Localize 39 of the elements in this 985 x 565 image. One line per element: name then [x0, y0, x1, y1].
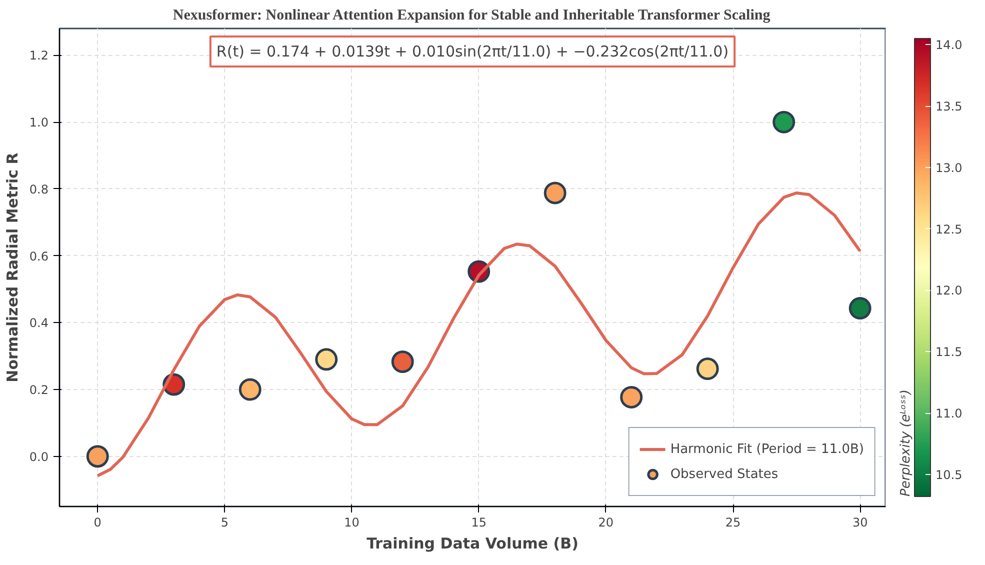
- color-bar-label: 13.5: [936, 100, 962, 114]
- point: [620, 386, 643, 408]
- point: [848, 297, 872, 320]
- color-bar-label: 10.5: [936, 468, 962, 482]
- x-tick-label: 0: [94, 516, 102, 530]
- y-tick-label: 1.0: [29, 116, 49, 130]
- point: [315, 348, 338, 371]
- color-bar-label: 13.0: [936, 160, 962, 175]
- x-tick-label: 30: [852, 516, 868, 530]
- y-tick-label: 0.8: [29, 182, 49, 196]
- point: [86, 445, 109, 468]
- color-bar-label: 14.0: [936, 38, 962, 52]
- color-bar-label: 11.5: [936, 345, 962, 360]
- point: [772, 110, 796, 134]
- x-tick-label: 15: [471, 516, 486, 530]
- legend-label: Observed States: [670, 466, 778, 482]
- x-axis-title: Training Data Volume (B): [366, 534, 578, 552]
- annotation: R(t) = 0.174 + 0.0139t + 0.010sin(2πt/11.0) + −0.232cos(2πt/11.0): [216, 42, 729, 60]
- y-tick-label: 0.0: [29, 450, 49, 464]
- y-tick-label: 0.2: [29, 383, 49, 398]
- point: [696, 358, 719, 380]
- chart-title: Nexusformer: Nonlinear Attention Expansion for Stable and Inheritable Transformer Scaling: [172, 8, 771, 24]
- x-tick-label: 5: [220, 516, 229, 530]
- legend-label: Harmonic Fit (Period = 11.0B): [670, 442, 864, 456]
- line-series: [96, 191, 862, 478]
- y-tick-label: 0.6: [29, 249, 49, 264]
- x-tick-label: 25: [725, 516, 741, 530]
- point: [544, 182, 566, 204]
- y-tick-label: 1.2: [29, 48, 49, 63]
- y-tick-label: 0.4: [29, 316, 49, 330]
- x-tick-label: 10: [344, 516, 360, 530]
- color-bar-title: Perplexity (eᴸᵒˢˢ): [898, 389, 914, 496]
- point: [391, 350, 414, 373]
- point: [238, 378, 262, 401]
- color-bar-label: 11.0: [936, 406, 962, 421]
- y-axis-title: Normalized Radial Metric R: [3, 152, 22, 382]
- color-bar-label: 12.0: [936, 284, 962, 298]
- x-tick-label: 20: [598, 516, 614, 530]
- color-bar-label: 12.5: [936, 222, 962, 236]
